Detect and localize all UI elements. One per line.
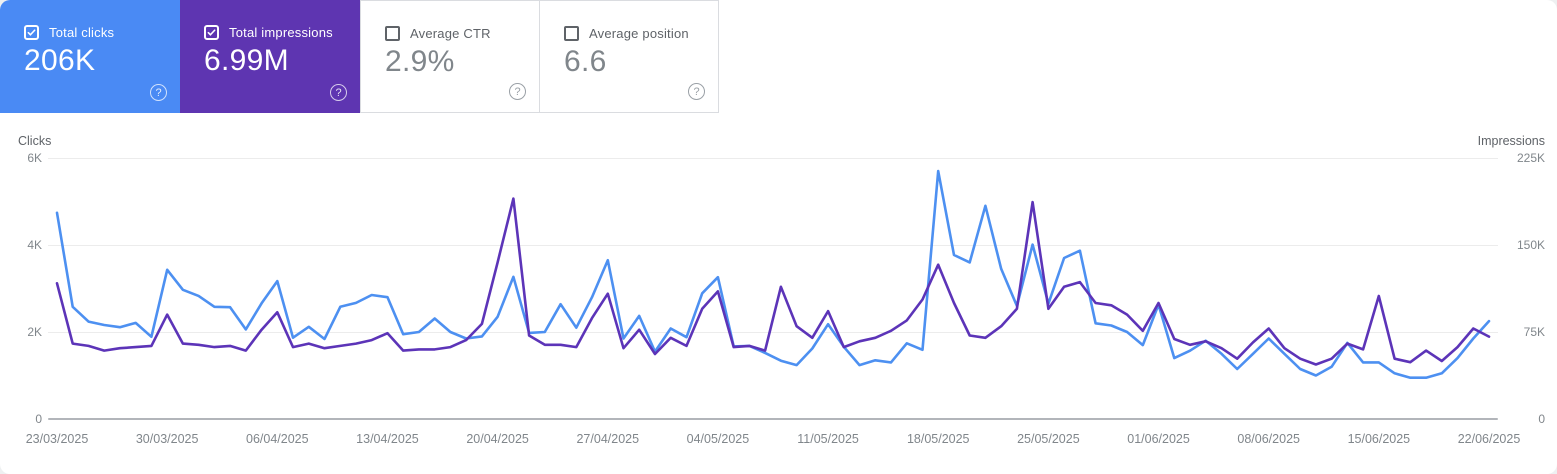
gridline-low	[48, 332, 1498, 333]
x-axis-date-label: 27/04/2025	[576, 432, 640, 446]
x-axis-date-label: 08/06/2025	[1237, 432, 1300, 446]
axis-tick-label: 6K	[27, 151, 42, 165]
x-axis-date-label: 25/05/2025	[1017, 432, 1080, 446]
help-icon[interactable]: ?	[509, 83, 526, 100]
axis-tick-label: 2K	[27, 325, 42, 339]
plot-area[interactable]	[48, 158, 1498, 420]
gridline-mid	[48, 244, 1498, 246]
x-axis-date-label: 30/03/2025	[135, 432, 199, 446]
series-line-impressions	[55, 197, 1491, 366]
series-lines	[55, 169, 1491, 379]
card-total-impressions[interactable]: Total impressions 6.99M ?	[180, 0, 360, 113]
card-value: 206K	[24, 44, 96, 77]
card-value: 6.6	[564, 45, 607, 78]
axis-tick-label: 4K	[27, 238, 42, 252]
check-icon	[207, 29, 216, 36]
card-average-ctr[interactable]: Average CTR 2.9% ?	[360, 0, 540, 113]
x-axis-date-label: 13/04/2025	[356, 432, 419, 446]
card-value: 2.9%	[385, 45, 455, 78]
x-axis-date-label: 04/05/2025	[686, 432, 750, 446]
x-axis-date-label: 15/06/2025	[1347, 432, 1411, 446]
right-axis-title: Impressions	[1477, 134, 1545, 148]
card-average-position[interactable]: Average position 6.6 ?	[539, 0, 719, 113]
total-impressions-checkbox[interactable]	[204, 25, 219, 40]
x-axis-line	[48, 418, 1498, 420]
help-icon[interactable]: ?	[330, 84, 347, 101]
check-icon	[27, 29, 36, 36]
axis-tick-label: 150K	[1516, 238, 1545, 252]
card-label: Total impressions	[229, 25, 333, 40]
axis-tick-label: 75K	[1523, 325, 1545, 339]
x-axis-date-label: 01/06/2025	[1127, 432, 1190, 446]
card-label: Average position	[589, 26, 689, 41]
gridline-top	[48, 158, 1498, 159]
total-clicks-checkbox[interactable]	[24, 25, 39, 40]
metric-cards-row: Total clicks 206K ? Total impressions 6.…	[0, 0, 1557, 113]
average-ctr-checkbox[interactable]	[385, 26, 400, 41]
x-axis-date-label: 22/06/2025	[1457, 432, 1521, 446]
card-total-clicks[interactable]: Total clicks 206K ?	[0, 0, 180, 113]
x-axis-date-label: 23/03/2025	[25, 432, 89, 446]
help-icon[interactable]: ?	[688, 83, 705, 100]
series-line-clicks	[55, 169, 1491, 379]
x-axis-date-label: 11/05/2025	[797, 432, 859, 446]
axis-tick-label: 0	[1538, 412, 1545, 426]
card-label: Total clicks	[49, 25, 115, 40]
card-label: Average CTR	[410, 26, 491, 41]
x-axis-date-label: 06/04/2025	[246, 432, 309, 446]
help-icon[interactable]: ?	[150, 84, 167, 101]
x-axis-date-label: 18/05/2025	[906, 432, 970, 446]
card-value: 6.99M	[204, 44, 289, 77]
left-axis-title: Clicks	[18, 134, 52, 148]
performance-chart: Clicks Impressions 6K 4K 2K 0 225K 150K 75K 0 …	[0, 113, 1557, 474]
x-axis-date-label: 20/04/2025	[466, 432, 529, 446]
axis-tick-label: 225K	[1516, 151, 1545, 165]
axis-tick-label: 0	[35, 412, 42, 426]
average-position-checkbox[interactable]	[564, 26, 579, 41]
